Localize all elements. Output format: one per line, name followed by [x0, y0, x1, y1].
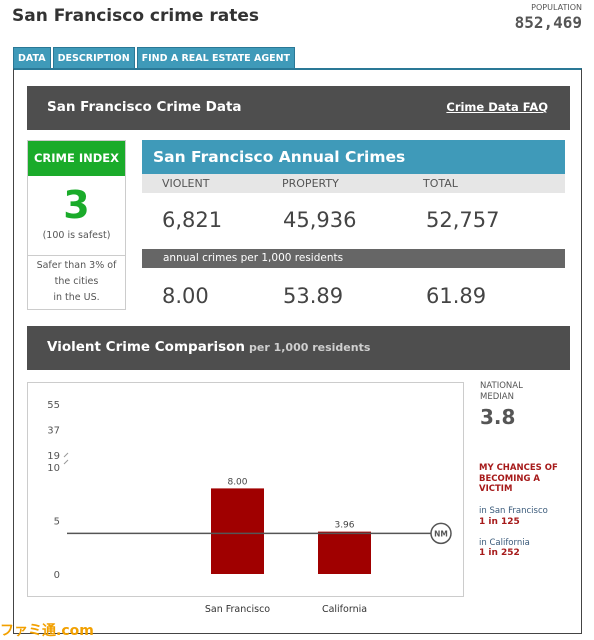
chances-line-3: VICTIM — [479, 484, 513, 494]
chances-line-2: BECOMING A — [479, 473, 540, 484]
safer-line-2: the cities — [54, 276, 99, 287]
tab-data[interactable]: DATA — [13, 47, 51, 68]
page-title: San Francisco crime rates — [12, 6, 259, 26]
col-property: PROPERTY — [282, 177, 339, 190]
crime-data-title: San Francisco Crime Data — [47, 99, 242, 115]
crime-index-box: CRIME INDEX 3 (100 is safest) Safer than… — [27, 140, 126, 310]
violent-rate: 8.00 — [162, 284, 209, 308]
col-total: TOTAL — [423, 177, 458, 190]
bar-value-label: 3.96 — [334, 521, 354, 531]
watermark-logo: ファミ通.com — [0, 623, 94, 639]
safer-line-3: in the US. — [53, 292, 100, 303]
tab-find-agent[interactable]: FIND A REAL ESTATE AGENT — [136, 47, 296, 68]
y-tick-label: 10 — [47, 463, 60, 474]
y-tick-label: 5 — [54, 517, 60, 528]
annual-crimes-title: San Francisco Annual Crimes — [142, 140, 565, 174]
annual-crimes-col-header: VIOLENT PROPERTY TOTAL — [142, 174, 565, 193]
population-label: POPULATION — [531, 3, 582, 12]
bar — [318, 531, 371, 574]
crime-data-faq-link[interactable]: Crime Data FAQ — [446, 100, 548, 114]
tab-description[interactable]: DESCRIPTION — [52, 47, 135, 68]
total-count: 52,757 — [426, 208, 500, 232]
y-tick-label: 55 — [47, 400, 60, 411]
comparison-header: Violent Crime Comparison per 1,000 reside… — [27, 326, 570, 370]
national-median-marker — [430, 522, 452, 545]
ca-chance-value: 1 in 252 — [479, 548, 520, 558]
national-median-label-1: NATIONAL — [480, 381, 523, 391]
ca-chance-label: in California — [479, 538, 530, 548]
crime-index-note: (100 is safest) — [42, 230, 111, 241]
y-tick-label: 37 — [47, 426, 60, 437]
axis-break-mark — [63, 452, 69, 465]
total-rate: 61.89 — [426, 284, 487, 308]
comparison-subtitle: per 1,000 residents — [249, 341, 371, 354]
crime-data-header: San Francisco Crime Data Crime Data FAQ — [27, 86, 570, 130]
bar — [211, 488, 264, 574]
category-label: California — [322, 604, 367, 615]
y-tick-label: 19 — [47, 451, 60, 462]
per-1000-label: annual crimes per 1,000 residents — [142, 249, 565, 268]
sf-chance-label: in San Francisco — [479, 506, 548, 516]
bar-value-label: 8.00 — [227, 477, 247, 487]
national-median-value: 3.8 — [480, 405, 516, 429]
national-median-marker-label: NM — [434, 529, 448, 538]
comparison-title: Violent Crime Comparison per 1,000 reside… — [47, 339, 370, 355]
tab-bar: DATA DESCRIPTION FIND A REAL ESTATE AGEN… — [13, 47, 296, 68]
crime-index-label: CRIME INDEX — [28, 141, 125, 176]
violent-count: 6,821 — [162, 208, 223, 232]
sf-chance-value: 1 in 125 — [479, 517, 520, 527]
crime-index-safer: Safer than 3% of the cities in the US. — [28, 256, 125, 306]
property-rate: 53.89 — [283, 284, 344, 308]
population-value: 852,469 — [514, 13, 582, 32]
national-median-label-2: MEDIAN — [480, 391, 514, 402]
col-violent: VIOLENT — [162, 177, 210, 190]
chances-heading: MY CHANCES OF BECOMING A VICTIM — [479, 463, 558, 495]
y-tick-label: 0 — [54, 570, 60, 581]
property-count: 45,936 — [283, 208, 357, 232]
crime-index-value: 3 — [63, 183, 90, 227]
content-frame — [13, 68, 582, 634]
comparison-title-text: Violent Crime Comparison — [47, 339, 246, 355]
safer-line-1: Safer than 3% of — [36, 260, 117, 271]
category-label: San Francisco — [205, 604, 270, 615]
national-median-label: NATIONAL MEDIAN — [480, 381, 523, 402]
chances-line-1: MY CHANCES OF — [479, 463, 558, 473]
